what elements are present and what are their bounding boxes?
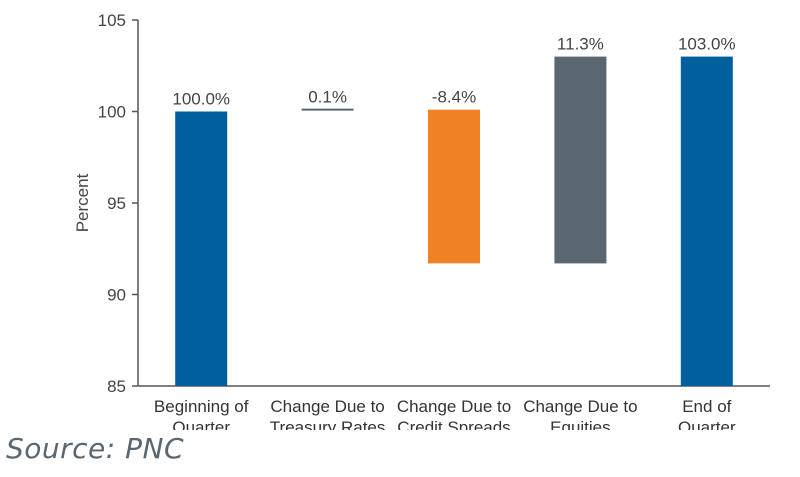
x-axis-labels: Beginning of Quarter Change Due to Treasury… <box>154 397 736 430</box>
bar <box>175 111 228 386</box>
x-tick-label: Change Due to <box>270 397 384 416</box>
x-tick-label: Equities <box>550 418 610 430</box>
axes: 85 90 95 100 105 <box>98 11 770 396</box>
y-tick-label: 85 <box>107 377 126 396</box>
source-note: Source: PNC <box>6 432 184 465</box>
y-tick-label: 95 <box>107 194 126 213</box>
y-tick-label: 105 <box>98 11 126 30</box>
data-label: -8.4% <box>432 88 476 107</box>
x-tick-label: Beginning of <box>154 397 249 416</box>
y-tick-label: 90 <box>107 286 126 305</box>
y-tick-label: 100 <box>98 103 126 122</box>
x-tick-label: End of <box>682 397 731 416</box>
x-tick-label: Credit Spreads <box>397 418 510 430</box>
value-labels: 100.0% 0.1% -8.4% 11.3% 103.0% <box>172 35 735 109</box>
data-label: 100.0% <box>172 90 230 109</box>
y-axis-label: Percent <box>73 173 92 232</box>
x-tick-label: Quarter <box>678 418 736 430</box>
x-tick-label: Quarter <box>172 418 230 430</box>
data-label: 11.3% <box>557 35 604 54</box>
x-tick-label: Change Due to <box>523 397 637 416</box>
data-label: 0.1% <box>308 88 347 107</box>
bar <box>680 56 733 386</box>
x-tick-label: Treasury Rates <box>270 418 386 430</box>
bar <box>554 56 607 264</box>
data-label: 103.0% <box>678 35 736 54</box>
x-tick-label: Change Due to <box>397 397 511 416</box>
bar <box>428 109 480 264</box>
bars <box>175 56 733 386</box>
